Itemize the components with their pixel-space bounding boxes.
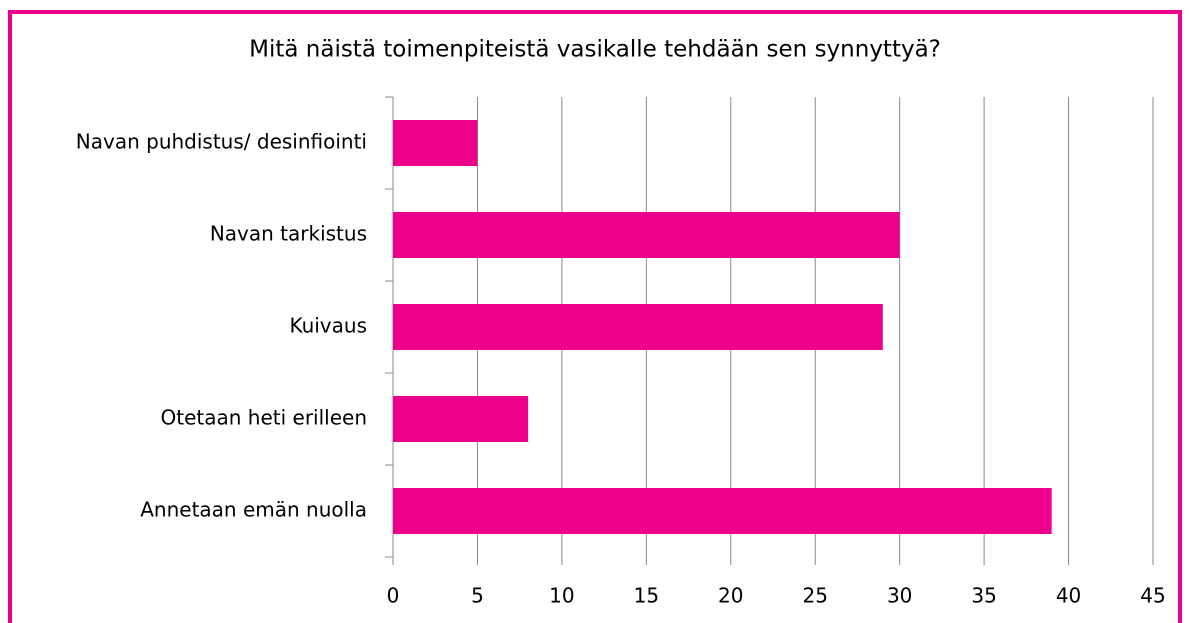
x-tick-label: 20	[718, 584, 743, 608]
bar	[393, 304, 883, 350]
y-tick-label: Navan tarkistus	[210, 222, 367, 246]
x-tick-label: 30	[887, 584, 912, 608]
x-tick-label: 5	[471, 584, 484, 608]
bar	[393, 212, 900, 258]
y-tick-label: Annetaan emän nuolla	[140, 498, 367, 522]
y-tick-label: Kuivaus	[289, 314, 367, 338]
frame	[8, 10, 1182, 623]
bar	[393, 120, 478, 166]
x-tick-label: 0	[387, 584, 400, 608]
x-tick-label: 35	[971, 584, 996, 608]
x-tick-label: 15	[634, 584, 659, 608]
bar	[393, 396, 529, 442]
x-tick-label: 45	[1140, 584, 1165, 608]
chart-title: Mitä näistä toimenpiteistä vasikalle teh…	[249, 37, 941, 63]
x-tick-label: 40	[1056, 584, 1081, 608]
y-tick-label: Otetaan heti erilleen	[161, 406, 368, 430]
bar	[393, 488, 1052, 534]
x-tick-label: 10	[549, 584, 574, 608]
x-tick-label: 25	[802, 584, 827, 608]
y-tick-label: Navan puhdistus/ desinfiointi	[76, 130, 367, 154]
